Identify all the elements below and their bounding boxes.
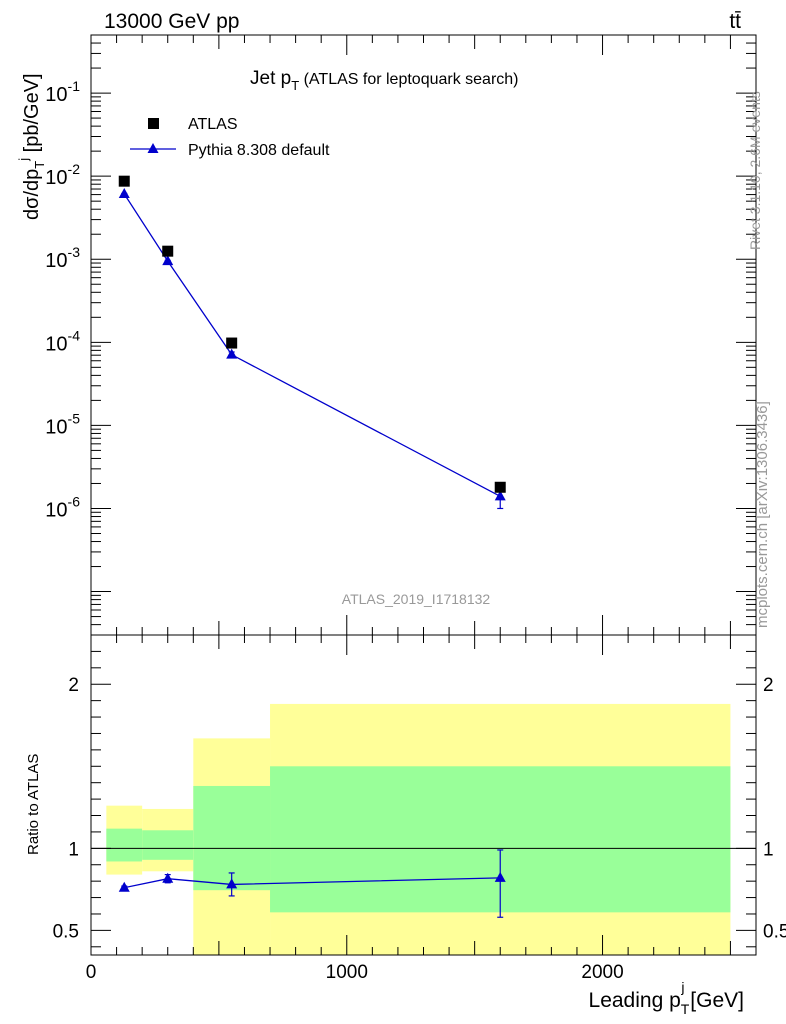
y-axis-label-unit: [pb/GeV] — [21, 73, 43, 158]
x-axis-label: Leading pTj [GeV] — [589, 979, 744, 1017]
ratio-tick-label-0: 0.5 — [53, 921, 79, 942]
x-tick-label-2: 2000 — [581, 962, 623, 983]
ratio-y-axis-label: Ratio to ATLAS — [25, 754, 42, 855]
ratio-tick-label-right-1: 1 — [763, 839, 774, 860]
legend-label-pythia: Pythia 8.308 default — [188, 142, 330, 159]
y-axis-label-sup: j — [16, 158, 31, 162]
atlas-point-0 — [118, 175, 130, 187]
ratio-tick-label-right-2: 2 — [763, 675, 774, 696]
ratio-tick-label-1: 1 — [68, 839, 79, 860]
ratio-point-2 — [226, 878, 238, 889]
y-tick-label-base-4: 10 — [45, 416, 67, 438]
y-tick-label-base-1: 10 — [45, 167, 67, 189]
pythia-point-1 — [162, 255, 174, 266]
ratio-tick-label-2: 2 — [68, 675, 79, 696]
ratio-line — [124, 877, 501, 889]
pythia-point-3 — [494, 490, 506, 501]
x-axis-label-sub: T — [681, 1001, 690, 1017]
atlas-point-3 — [494, 481, 506, 493]
legend-label-atlas: ATLAS — [188, 116, 238, 133]
rivet-version-label: Rivet 3.1.10, 2.6M events — [747, 91, 763, 250]
pythia-line — [123, 193, 501, 497]
legend-marker-pythia — [147, 143, 159, 153]
series-atlas — [118, 175, 506, 493]
series-pythia — [118, 187, 506, 510]
legend: ATLAS Pythia 8.308 default — [130, 116, 330, 159]
chart-title-main: Jet p — [250, 68, 291, 89]
y-tick-label-1: 10-2 — [45, 161, 80, 189]
chart-title-sub: T — [291, 78, 299, 93]
legend-marker-atlas — [148, 118, 159, 129]
y-tick-label-5: 10-6 — [45, 493, 80, 521]
x-axis-label-unit: [GeV] — [684, 989, 744, 1012]
y-tick-label-base-2: 10 — [45, 250, 67, 272]
atlas-point-2 — [226, 337, 238, 349]
y-axis-label-main: dσ/dp — [21, 169, 43, 220]
y-tick-label-exp-1: -2 — [68, 161, 81, 177]
x-axis-label-main: Leading p — [589, 989, 681, 1012]
ratio-tick-label-right-0: 0.5 — [763, 921, 786, 942]
y-tick-label-base-3: 10 — [45, 333, 67, 355]
chart-title: Jet pT (ATLAS for leptoquark search) — [250, 68, 519, 93]
y-tick-label-exp-2: -3 — [68, 244, 81, 260]
y-axis-label: dσ/dpTj [pb/GeV] — [16, 73, 47, 220]
y-tick-label-4: 10-5 — [45, 410, 80, 438]
x-tick-label-0: 0 — [86, 962, 97, 983]
x-tick-label-1: 1000 — [326, 962, 368, 983]
y-tick-label-exp-0: -1 — [68, 78, 81, 94]
pythia-point-0 — [118, 187, 130, 198]
y-tick-label-0: 10-1 — [45, 78, 80, 106]
y-tick-label-exp-4: -5 — [68, 410, 81, 426]
y-tick-label-base-0: 10 — [45, 84, 67, 106]
ratio-point-3 — [494, 871, 506, 882]
header-left-label: 13000 GeV pp — [104, 10, 239, 33]
header-right-label: tt̄ — [729, 10, 741, 33]
band-inner-1 — [142, 830, 194, 860]
ratio-bands — [106, 703, 731, 955]
mcplots-label: mcplots.cern.ch [arXiv:1306.3436] — [754, 401, 771, 628]
ratio-point-1 — [162, 872, 174, 883]
y-tick-label-3: 10-4 — [45, 327, 80, 355]
y-tick-label-2: 10-3 — [45, 244, 80, 272]
analysis-watermark: ATLAS_2019_I1718132 — [342, 591, 491, 607]
band-inner-0 — [106, 828, 143, 862]
y-axis-label-sub: T — [32, 161, 47, 169]
axis-ticks — [90, 34, 757, 955]
chart-title-rest: (ATLAS for leptoquark search) — [299, 71, 518, 88]
y-tick-label-exp-3: -4 — [68, 327, 81, 343]
ratio-point-0 — [118, 881, 130, 892]
x-axis-label-sup: j — [680, 979, 684, 995]
y-tick-label-exp-5: -6 — [68, 493, 81, 509]
pythia-point-2 — [226, 348, 238, 359]
ratio-series-pythia — [118, 849, 506, 918]
y-tick-label-base-5: 10 — [45, 499, 67, 521]
atlas-point-1 — [162, 245, 174, 257]
